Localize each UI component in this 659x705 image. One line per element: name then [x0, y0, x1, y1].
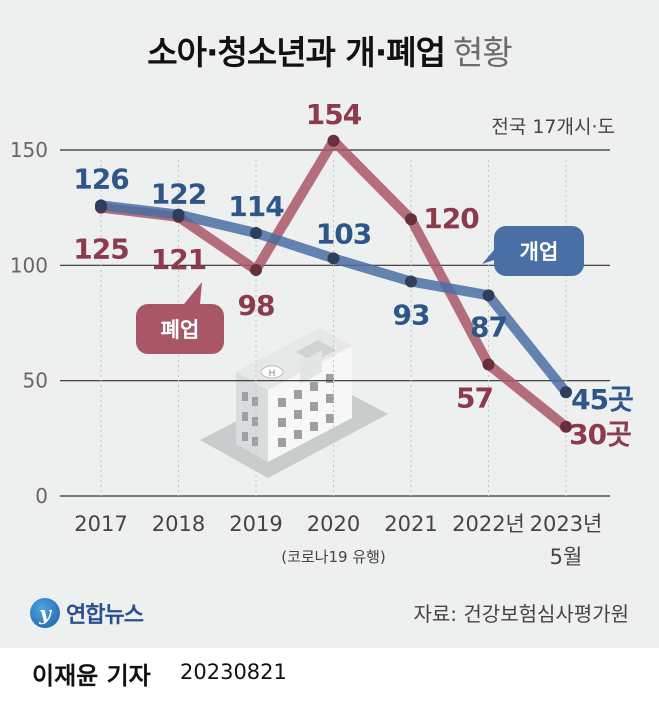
legend-callout-close [136, 282, 224, 354]
data-label-개업: 114 [228, 190, 284, 223]
data-point-폐업 [250, 263, 262, 276]
y-tick-label: 50 [23, 369, 48, 393]
data-label-개업: 126 [73, 162, 128, 195]
y-tick-label: 150 [10, 138, 48, 162]
data-point-폐업 [560, 420, 572, 433]
logo: y 연합뉴스 [30, 595, 144, 631]
data-label-개업: 93 [393, 298, 430, 331]
chart-panel [0, 0, 659, 648]
data-label-폐업: 120 [423, 202, 479, 235]
svg-text:H: H [269, 369, 276, 379]
x-tick-sublabel: (코로나19 유행) [281, 548, 386, 566]
data-label-폐업: 98 [238, 289, 275, 322]
y-tick-label: 0 [35, 484, 48, 508]
data-label-폐업: 125 [73, 233, 128, 266]
data-point-개업 [405, 275, 417, 288]
x-tick-label: 2023년 [530, 512, 603, 536]
data-label-개업: 87 [470, 310, 507, 343]
source-note: 자료: 건강보험심사평가원 [413, 602, 630, 626]
byline-name: 이재윤 기자 [32, 662, 151, 690]
data-point-개업 [172, 208, 185, 221]
region-note: 전국 17개시·도 [491, 116, 615, 138]
logo-mark: y [30, 598, 60, 628]
x-tick-label: 2018 [152, 512, 205, 536]
data-point-개업 [250, 227, 262, 240]
footer [0, 648, 659, 705]
data-label-폐업: 121 [151, 243, 206, 276]
data-point-개업 [560, 386, 572, 399]
data-point-폐업 [405, 213, 417, 226]
x-tick-label: 2022년 [452, 512, 525, 536]
x-tick-sublabel: 5월 [550, 545, 583, 569]
building-illustration: H [200, 328, 388, 478]
data-label-개업: 45곳 [571, 383, 633, 416]
x-tick-label: 2021 [384, 512, 437, 536]
data-point-폐업 [327, 134, 340, 147]
legend-callout-open [482, 226, 584, 276]
chart-title: 소아·청소년과 개·폐업 현황 [0, 26, 659, 74]
data-point-개업 [95, 199, 107, 212]
title-light: 현황 [453, 33, 513, 72]
data-label-개업: 122 [151, 178, 206, 211]
byline-date: 20230821 [180, 660, 287, 684]
title-main: 소아·청소년과 개·폐업 [147, 33, 446, 72]
data-point-폐업 [482, 358, 495, 371]
data-point-개업 [327, 252, 340, 265]
y-tick-label: 100 [10, 253, 48, 277]
legend-label-open: 개업 [520, 240, 559, 264]
x-tick-label: 2017 [74, 512, 127, 536]
data-label-개업: 103 [316, 217, 371, 250]
data-label-폐업: 30곳 [569, 418, 631, 451]
legend-label-close: 폐업 [161, 318, 200, 342]
x-tick-label: 2020 [307, 512, 360, 536]
data-point-개업 [482, 289, 495, 302]
data-label-폐업: 57 [456, 382, 493, 415]
line-chart: H 0 50 100 150 2017 2018 2019 2020 (코로나19 유행) 202… [10, 98, 634, 569]
logo-text: 연합뉴스 [66, 603, 144, 628]
data-label-폐업: 154 [306, 98, 362, 131]
x-tick-label: 2019 [229, 512, 282, 536]
